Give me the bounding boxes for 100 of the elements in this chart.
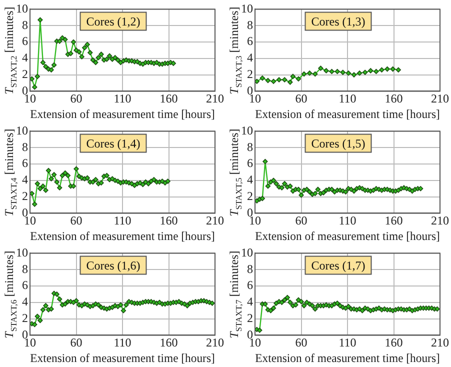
point <box>65 172 71 178</box>
point <box>290 74 296 80</box>
point <box>296 186 302 192</box>
y-tick-label: 8 <box>247 18 253 32</box>
point <box>340 70 346 75</box>
point <box>38 186 43 192</box>
x-tick-label: 60 <box>70 336 82 350</box>
x-tick-label: 60 <box>295 336 308 350</box>
annotation: Cores (1,7) <box>311 258 366 272</box>
point <box>315 186 320 192</box>
point <box>170 60 176 66</box>
y-tick-label: 2 <box>22 310 28 325</box>
x-tick-label: 210 <box>431 214 449 228</box>
point <box>151 176 157 182</box>
point <box>98 180 104 186</box>
point <box>54 179 60 185</box>
x-axis-title: Extension of measurement time [hours] <box>255 106 440 121</box>
point <box>60 172 65 178</box>
point <box>32 84 38 90</box>
y-tick-label: 6 <box>247 278 253 292</box>
point <box>324 68 329 74</box>
y-tick-label: 2 <box>247 310 253 325</box>
x-tick-label: 110 <box>114 336 132 350</box>
point <box>374 68 379 74</box>
point <box>270 78 276 84</box>
y-tick-label: 10 <box>241 123 253 138</box>
point <box>79 54 84 60</box>
y-tick-label: 6 <box>247 34 253 48</box>
point <box>384 66 390 72</box>
point <box>320 190 326 196</box>
point <box>140 182 146 188</box>
y-tick-label: 6 <box>22 34 28 48</box>
point <box>318 66 324 71</box>
point <box>40 184 46 189</box>
x-axis-title: Extension of measurement time [hours] <box>255 350 440 365</box>
y-tick-label: 6 <box>22 156 28 170</box>
point <box>274 181 279 186</box>
point <box>40 60 46 66</box>
point <box>312 71 318 77</box>
x-tick-label: 110 <box>338 336 356 350</box>
point <box>306 189 312 194</box>
x-axis-title: Extension of measurement time [hours] <box>255 228 440 243</box>
x-axis-title: Extension of measurement time [hours] <box>30 106 215 121</box>
point <box>34 74 40 80</box>
point <box>43 64 48 70</box>
x-tick-label: 60 <box>70 214 82 228</box>
point <box>84 42 90 48</box>
point <box>98 52 104 57</box>
point <box>276 77 282 82</box>
y-tick-label: 6 <box>247 156 253 170</box>
y-tick-label: 4 <box>22 50 28 65</box>
point <box>104 172 110 178</box>
point <box>329 68 334 74</box>
point <box>351 72 357 78</box>
y-tick-label: 4 <box>22 172 28 187</box>
x-tick-label: 160 <box>384 92 403 106</box>
x-axis-title: Extension of measurement time [hours] <box>30 228 215 243</box>
x-tick-label: 160 <box>160 92 178 106</box>
x-tick-label: 160 <box>160 336 178 350</box>
y-tick-label: 4 <box>22 294 28 309</box>
point <box>265 78 271 84</box>
point <box>260 75 265 81</box>
y-tick-label: 4 <box>247 172 253 187</box>
point <box>88 50 93 56</box>
y-tick-label: 8 <box>247 262 253 276</box>
annotation: Cores (1,2) <box>86 14 140 28</box>
y-tick-label: 10 <box>16 1 28 16</box>
point <box>282 181 288 186</box>
point <box>82 45 88 50</box>
x-tick-label: 60 <box>295 92 308 106</box>
point <box>418 186 424 192</box>
x-tick-label: 110 <box>114 214 132 228</box>
point <box>93 176 98 182</box>
point <box>262 158 268 164</box>
point <box>51 62 57 68</box>
y-tick-label: 2 <box>22 188 28 203</box>
point <box>104 56 110 62</box>
point <box>306 70 312 76</box>
x-tick-label: 210 <box>206 336 224 350</box>
point <box>368 68 374 74</box>
annotation: Cores (1,3) <box>311 14 366 28</box>
x-tick-label: 210 <box>431 92 449 106</box>
point <box>38 17 43 22</box>
point <box>268 179 274 185</box>
point <box>334 68 340 74</box>
point <box>304 186 310 192</box>
point <box>96 54 102 60</box>
point <box>48 176 54 182</box>
y-tick-label: 8 <box>247 140 253 154</box>
point <box>32 202 38 207</box>
x-tick-label: 210 <box>431 336 449 350</box>
point <box>370 188 376 193</box>
point <box>288 80 293 85</box>
x-axis-title: Extension of measurement time [hours] <box>30 350 215 365</box>
point <box>90 179 96 185</box>
point <box>346 70 352 76</box>
point <box>68 50 74 56</box>
x-tick-label: 210 <box>206 92 224 106</box>
y-tick-label: 10 <box>16 245 28 260</box>
x-tick-label: 160 <box>384 336 403 350</box>
